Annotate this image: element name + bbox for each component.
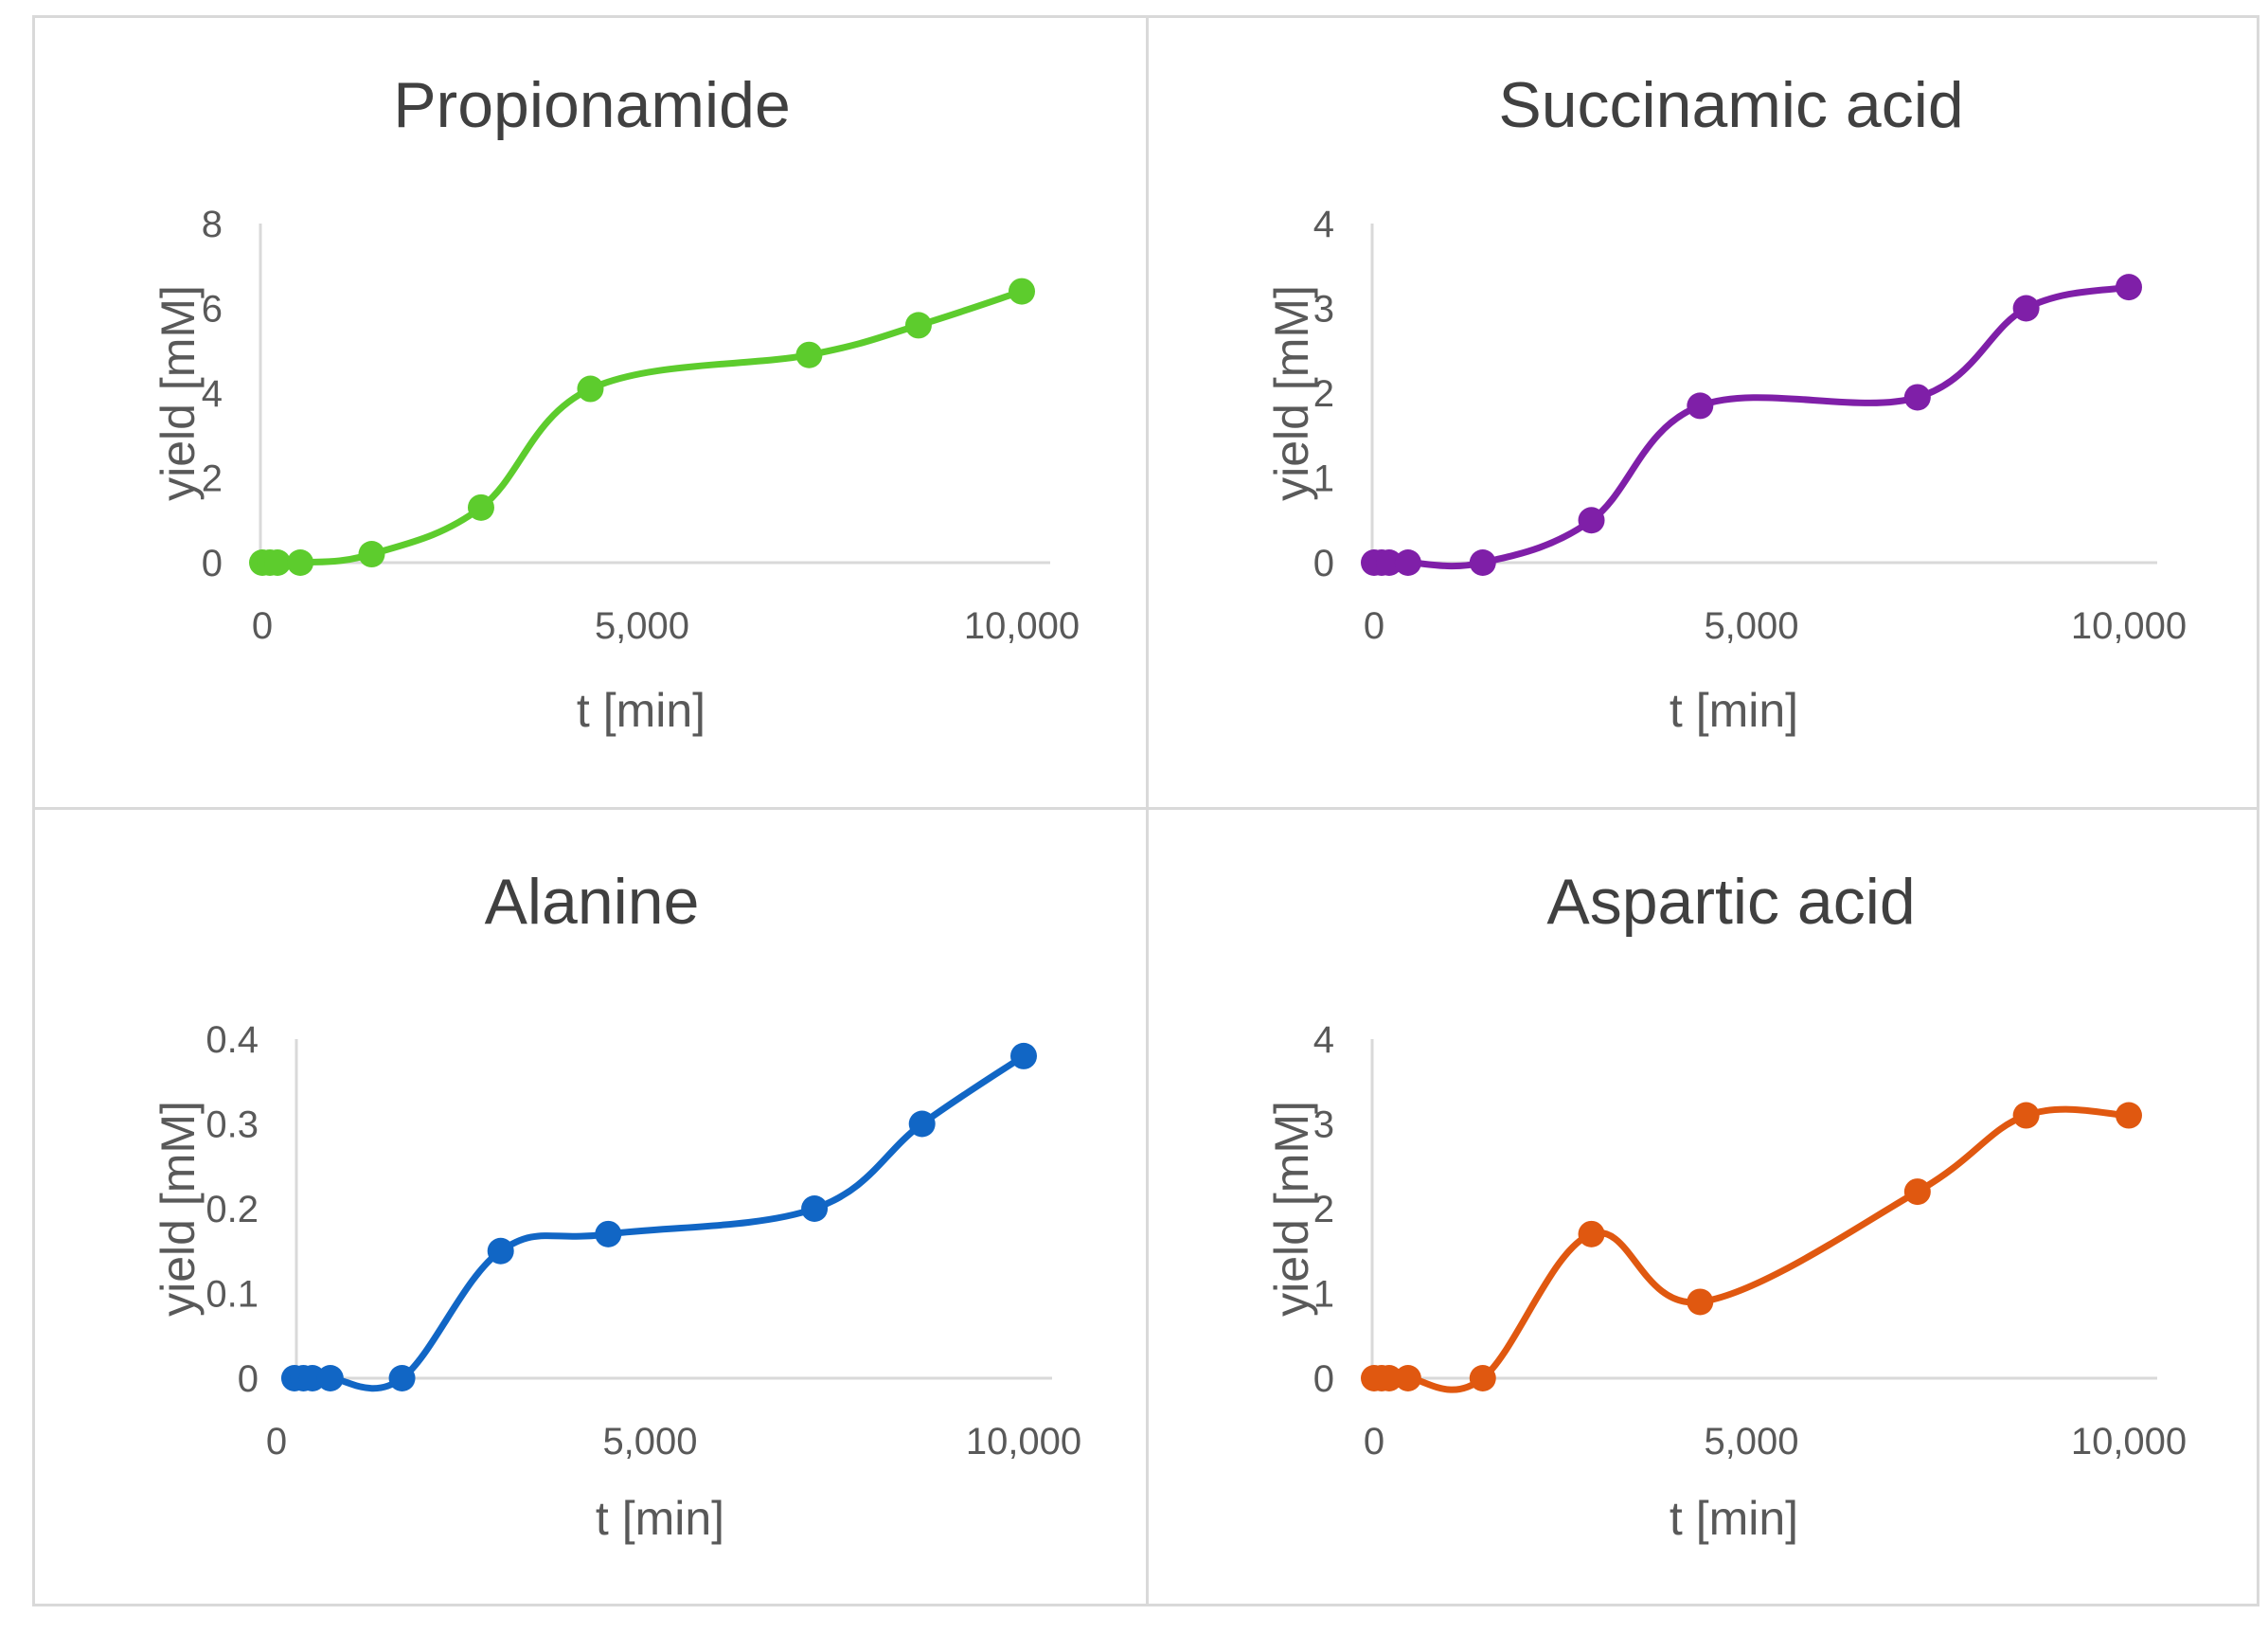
data-point bbox=[316, 1365, 344, 1391]
x-tick-label: 10,000 bbox=[2071, 1421, 2187, 1463]
chart-svg: Propionamide 0 2 4 6 8 0 5,000 10,000 t [min] yiel… bbox=[152, 69, 1080, 737]
data-point bbox=[2116, 1102, 2142, 1129]
chart-svg: Succinamic acid 0 1 2 3 4 0 5,000 10,000 t [min] y… bbox=[1265, 69, 2187, 737]
data-point bbox=[577, 375, 604, 403]
series-line bbox=[1370, 1105, 2133, 1393]
y-tick-label: 0 bbox=[1313, 543, 1334, 584]
y-tick-label: 0.4 bbox=[205, 1019, 259, 1061]
y-tick-label: 4 bbox=[202, 373, 223, 415]
chart-title: Succinamic acid bbox=[1498, 69, 1963, 141]
data-point bbox=[1009, 278, 1035, 305]
chart-panel-aspartic-acid: Aspartic acid 0 1 2 3 4 0 5,000 10,000 t [min] yie… bbox=[1149, 810, 2257, 1604]
data-point bbox=[1903, 384, 1931, 411]
chart-title: Propionamide bbox=[393, 69, 791, 141]
x-axis-label: t [min] bbox=[1670, 684, 1798, 737]
x-tick-label: 5,000 bbox=[602, 1421, 697, 1463]
y-tick-label: 3 bbox=[1313, 1104, 1334, 1146]
data-point bbox=[1578, 1220, 1605, 1247]
data-point bbox=[595, 1220, 622, 1247]
vertical-divider bbox=[1146, 18, 1149, 1604]
x-tick-label: 5,000 bbox=[595, 605, 689, 647]
data-point bbox=[264, 549, 292, 576]
horizontal-divider bbox=[35, 807, 2257, 810]
data-point bbox=[358, 541, 385, 568]
x-tick-label: 5,000 bbox=[1704, 605, 1798, 647]
x-axis-label: t [min] bbox=[577, 684, 705, 737]
data-point bbox=[1687, 392, 1714, 420]
y-axis-label: yield [mM] bbox=[152, 1101, 205, 1317]
x-tick-label: 10,000 bbox=[964, 605, 1080, 647]
x-tick-label: 5,000 bbox=[1704, 1421, 1798, 1463]
y-tick-label: 0.1 bbox=[205, 1274, 259, 1316]
chart-grid: Propionamide 0 2 4 6 8 0 5,000 10,000 t [min] yiel… bbox=[32, 15, 2259, 1606]
y-axis-label: yield [mM] bbox=[1265, 1101, 1318, 1317]
data-point bbox=[1469, 549, 1496, 576]
chart-title: Aspartic acid bbox=[1546, 866, 1915, 938]
y-tick-label: 2 bbox=[1313, 373, 1334, 415]
data-point bbox=[388, 1365, 416, 1391]
y-tick-label: 2 bbox=[1313, 1189, 1334, 1230]
x-tick-label: 0 bbox=[252, 605, 273, 647]
data-point bbox=[2012, 1102, 2040, 1129]
y-tick-label: 4 bbox=[1313, 1019, 1334, 1061]
y-tick-label: 1 bbox=[1313, 1274, 1334, 1316]
x-tick-label: 0 bbox=[1364, 605, 1384, 647]
y-tick-label: 0.2 bbox=[205, 1189, 259, 1230]
data-point bbox=[801, 1195, 829, 1222]
chart-svg: Aspartic acid 0 1 2 3 4 0 5,000 10,000 t [min] yie… bbox=[1265, 866, 2187, 1545]
y-tick-label: 0 bbox=[202, 543, 223, 584]
y-axis-label: yield [mM] bbox=[1265, 285, 1318, 501]
series-line bbox=[1370, 283, 2133, 570]
y-axis-label: yield [mM] bbox=[152, 285, 205, 501]
y-tick-label: 1 bbox=[1313, 458, 1334, 500]
y-tick-label: 0.3 bbox=[205, 1104, 259, 1146]
data-point bbox=[2012, 295, 2040, 322]
data-point bbox=[1375, 1365, 1402, 1391]
data-point bbox=[2116, 274, 2142, 301]
data-point bbox=[487, 1237, 514, 1265]
x-tick-label: 0 bbox=[1364, 1421, 1384, 1463]
x-axis-label: t [min] bbox=[596, 1492, 724, 1545]
data-point bbox=[795, 341, 823, 368]
y-tick-label: 0 bbox=[238, 1358, 259, 1400]
y-tick-label: 6 bbox=[202, 289, 223, 331]
data-point bbox=[1469, 1365, 1496, 1391]
x-tick-label: 0 bbox=[266, 1421, 287, 1463]
x-axis-label: t [min] bbox=[1670, 1492, 1798, 1545]
data-point bbox=[1010, 1042, 1037, 1069]
data-point bbox=[908, 1110, 936, 1138]
x-tick-label: 10,000 bbox=[966, 1421, 1081, 1463]
x-tick-label: 10,000 bbox=[2071, 605, 2187, 647]
data-point bbox=[1394, 549, 1421, 576]
data-point bbox=[1578, 507, 1605, 534]
data-point bbox=[467, 493, 494, 521]
chart-title: Alanine bbox=[485, 866, 700, 938]
y-tick-label: 2 bbox=[202, 458, 223, 500]
data-point bbox=[1903, 1178, 1931, 1206]
chart-panel-propionamide: Propionamide 0 2 4 6 8 0 5,000 10,000 t [min] yiel… bbox=[35, 18, 1146, 807]
data-point bbox=[1687, 1288, 1714, 1316]
data-point bbox=[1394, 1365, 1421, 1391]
series-line bbox=[291, 1052, 1027, 1392]
chart-svg: Alanine 0 0.1 0.2 0.3 0.4 0 5,000 10,000 t [min] y… bbox=[152, 866, 1081, 1545]
data-point bbox=[1375, 549, 1402, 576]
y-tick-label: 0 bbox=[1313, 1358, 1334, 1400]
chart-panel-succinamic-acid: Succinamic acid 0 1 2 3 4 0 5,000 10,000 t [min] y… bbox=[1149, 18, 2257, 807]
y-tick-label: 3 bbox=[1313, 289, 1334, 331]
y-tick-label: 4 bbox=[1313, 204, 1334, 245]
y-tick-label: 8 bbox=[202, 204, 223, 245]
data-point bbox=[287, 549, 314, 576]
chart-panel-alanine: Alanine 0 0.1 0.2 0.3 0.4 0 5,000 10,000 t [min] y… bbox=[35, 810, 1146, 1604]
data-point bbox=[904, 312, 932, 339]
